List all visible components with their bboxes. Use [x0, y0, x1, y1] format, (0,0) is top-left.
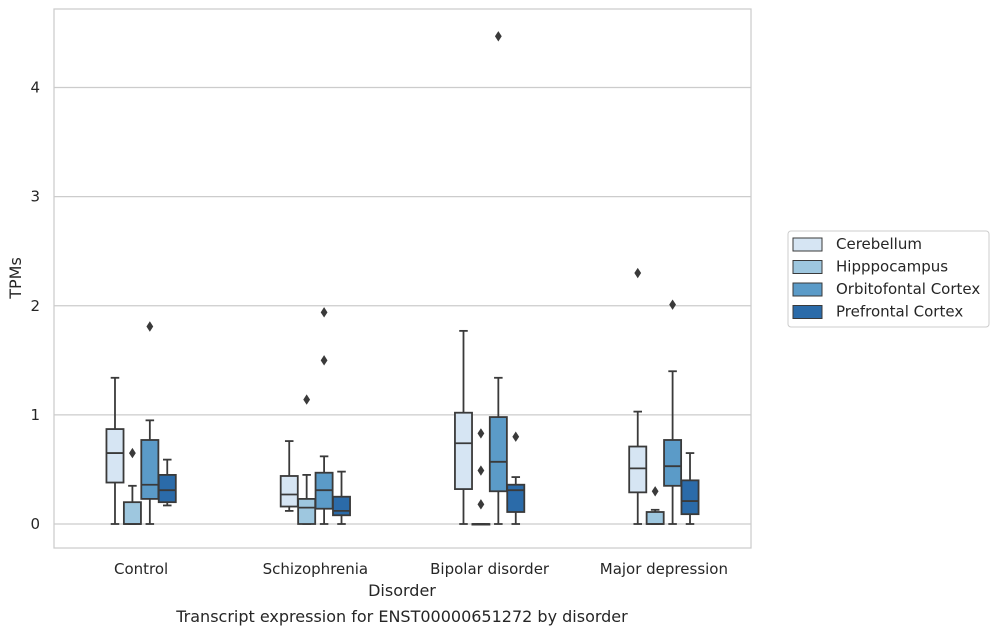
outlier-0 [494, 31, 502, 42]
y-axis-label: TPMs [6, 257, 25, 300]
legend-swatch-3 [792, 305, 823, 319]
outlier-1 [477, 465, 485, 476]
box-body [454, 411, 473, 490]
x-tick-labels: Control Schizophrenia Bipolar disorder Majo… [114, 560, 728, 578]
y-tick-label-4: 4 [30, 79, 40, 97]
x-axis-label: Disorder [368, 581, 436, 600]
box-body [332, 495, 351, 517]
y-tick-label-2: 2 [30, 297, 40, 315]
box-body [140, 439, 160, 500]
box-body [680, 479, 700, 516]
box-body [122, 501, 142, 525]
box-1-2 [314, 307, 334, 525]
outlier-0 [512, 431, 520, 442]
box-0-0 [105, 376, 125, 525]
outlier-0 [146, 321, 154, 332]
outlier-0 [477, 499, 485, 510]
box-body [157, 473, 177, 504]
box-2-2 [488, 31, 508, 525]
legend-swatch-1 [792, 260, 823, 274]
y-tick-labels: 0 1 2 3 4 [30, 79, 40, 533]
box-body [279, 475, 299, 508]
x-tick-label-3: Major depression [600, 560, 728, 578]
outlier-0 [320, 355, 328, 366]
legend-label-2: Orbitofontal Cortex [836, 280, 980, 298]
legend-label-0: Cerebellum [836, 235, 922, 253]
box-1-3 [332, 470, 351, 525]
box-body [105, 428, 125, 484]
outlier-2 [477, 428, 485, 439]
legend-swatch-2 [792, 282, 823, 297]
y-tick-label-3: 3 [30, 188, 40, 206]
outlier-0 [651, 486, 659, 497]
box-0-2 [140, 321, 160, 525]
box-body [628, 445, 648, 494]
x-tick-label-1: Schizophrenia [263, 560, 368, 578]
box-3-2 [663, 299, 683, 525]
box-0-3 [157, 458, 177, 507]
box-body [663, 439, 683, 487]
y-tick-label-0: 0 [30, 515, 40, 533]
box-1-1 [297, 394, 317, 525]
plot-area-frame [53, 8, 752, 549]
legend: Cerebellum Hipppocampus Orbitofontal Corte… [787, 230, 990, 328]
box-3-1 [645, 486, 665, 525]
box-3-0 [628, 267, 648, 525]
box-body [645, 511, 665, 525]
box-0-1 [122, 447, 142, 525]
chart-caption: Transcript expression for ENST0000065127… [175, 607, 628, 626]
outlier-0 [634, 267, 642, 279]
box-2-3 [506, 431, 526, 525]
outlier-0 [669, 299, 676, 310]
x-tick-label-0: Control [114, 560, 168, 578]
box-body [297, 498, 317, 525]
box-layer [105, 31, 700, 526]
outlier-1 [320, 307, 328, 318]
legend-swatch-0 [792, 237, 823, 252]
legend-label-3: Prefrontal Cortex [836, 303, 963, 321]
y-tick-label-1: 1 [30, 406, 40, 424]
box-body [488, 416, 508, 493]
box-1-0 [279, 440, 299, 512]
box-3-3 [680, 452, 700, 525]
legend-label-1: Hipppocampus [836, 258, 948, 276]
legend-frame [787, 230, 990, 328]
outlier-0 [129, 447, 136, 459]
box-2-1 [471, 428, 491, 526]
box-2-0 [454, 329, 473, 525]
outlier-0 [303, 394, 311, 405]
x-tick-label-2: Bipolar disorder [430, 560, 550, 578]
box-body [506, 483, 526, 513]
